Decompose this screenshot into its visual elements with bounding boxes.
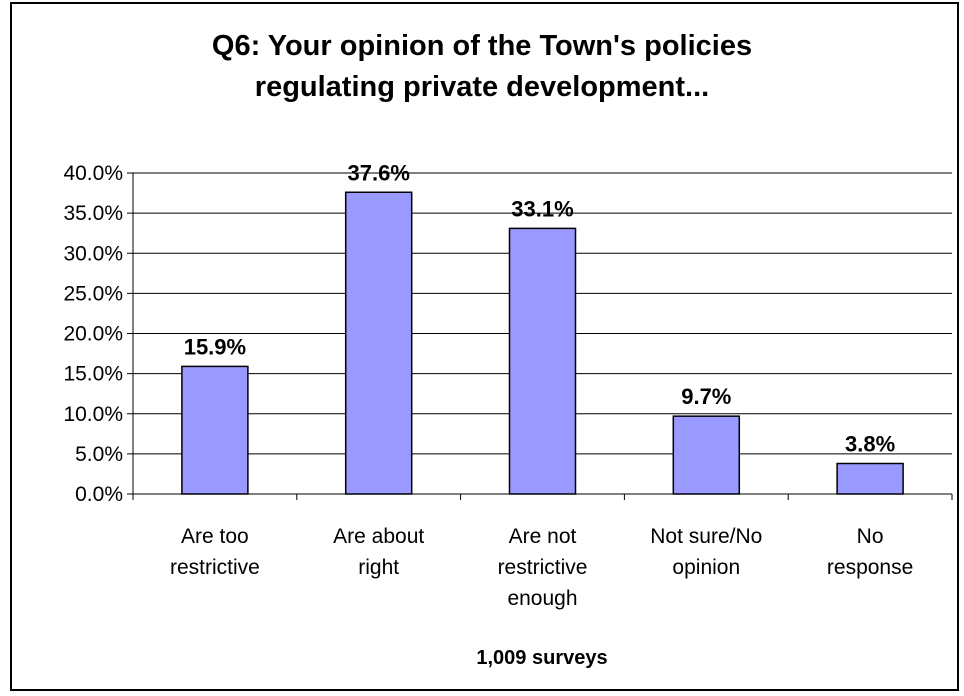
category-label: response xyxy=(827,556,913,579)
chart-title-line: Q6: Your opinion of the Town's policies xyxy=(212,30,752,62)
data-labels: 15.9% 37.6% 33.1% 9.7% 3.8% xyxy=(184,160,895,456)
category-label: restrictive xyxy=(170,556,260,579)
category-label: restrictive xyxy=(498,556,588,579)
chart-title-line: regulating private development... xyxy=(255,71,709,103)
y-tick-label: 5.0% xyxy=(75,443,123,466)
x-axis-label-text: 1,009 surveys xyxy=(476,647,607,669)
y-tick-label: 35.0% xyxy=(63,202,123,225)
category-label: right xyxy=(358,556,399,579)
y-tick-label: 40.0% xyxy=(63,162,123,185)
category-label: Are not xyxy=(509,525,577,548)
bars xyxy=(181,191,904,495)
category-label: Are about xyxy=(333,525,424,548)
data-label: 3.8% xyxy=(845,432,895,457)
bar xyxy=(344,191,413,495)
y-tick-label: 30.0% xyxy=(63,242,123,265)
y-tick-labels: 0.0% 5.0% 10.0% 15.0% 20.0% 25.0% 30.0% 35.0% 40… xyxy=(63,162,123,506)
y-tick-label: 15.0% xyxy=(63,363,123,386)
data-label: 15.9% xyxy=(184,334,246,359)
data-label: 33.1% xyxy=(511,196,573,221)
y-tick-label: 10.0% xyxy=(63,403,123,426)
y-tick-label: 25.0% xyxy=(63,282,123,305)
bar xyxy=(836,462,904,495)
category-label: Are too xyxy=(181,525,249,548)
category-labels: Are too restrictive Are about right Are not r… xyxy=(170,525,913,610)
y-tick-label: 0.0% xyxy=(75,483,123,506)
category-label: No xyxy=(857,525,884,548)
category-label: Not sure/No xyxy=(650,525,762,548)
y-tick-label: 20.0% xyxy=(63,323,123,346)
bar xyxy=(181,365,249,495)
data-label: 9.7% xyxy=(681,384,731,409)
x-axis-label: 1,009 surveys xyxy=(476,647,607,669)
chart-title: Q6: Your opinion of the Town's policies r… xyxy=(212,30,752,103)
bar xyxy=(508,227,577,495)
bar xyxy=(672,415,741,495)
category-label: enough xyxy=(507,587,577,610)
chart-frame xyxy=(10,2,959,691)
category-label: opinion xyxy=(672,556,740,579)
data-label: 37.6% xyxy=(348,160,410,185)
